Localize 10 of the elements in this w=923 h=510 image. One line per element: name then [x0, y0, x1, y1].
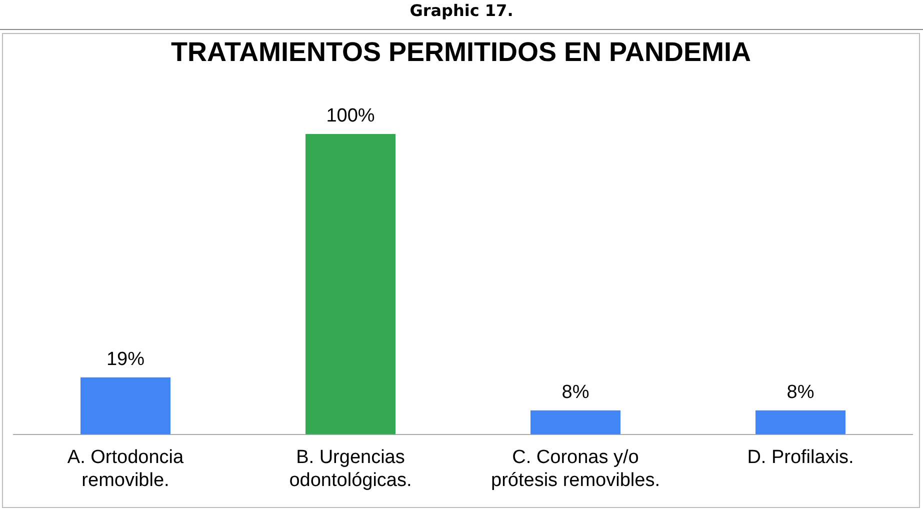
data-label: 8% [786, 382, 814, 404]
data-label: 100% [326, 106, 375, 127]
data-label: 8% [562, 382, 590, 404]
text: Graphic 17. [0, 0, 923, 30]
chart-title: TRATAMIENTOS PERMITIDOS EN PANDEMIA [170, 37, 752, 68]
x-tick-label: A. Ortodoncia removible. [67, 447, 184, 491]
x-tick-label: B. Urgencias odontológicas. [289, 447, 412, 491]
x-tick-label: C. Coronas y/o prótesis removibles. [491, 447, 660, 491]
x-tick-label: D. Profilaxis. [747, 447, 854, 468]
data-label: 19% [106, 349, 145, 370]
